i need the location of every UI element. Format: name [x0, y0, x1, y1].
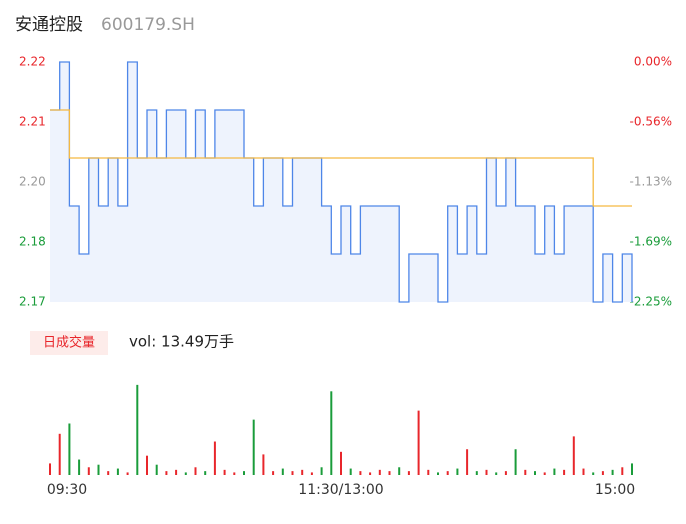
volume-bar [165, 471, 168, 475]
x-tick-label: 11:30/13:00 [298, 482, 383, 498]
volume-bar [107, 471, 110, 475]
volume-bar [369, 472, 372, 475]
volume-bar [592, 472, 595, 475]
volume-bar [340, 451, 342, 475]
volume-bar [252, 419, 255, 475]
x-tick-label: 15:00 [595, 482, 635, 498]
volume-bar [223, 469, 226, 475]
volume-bar [58, 433, 61, 475]
volume-bar [534, 471, 536, 475]
volume-bar [78, 459, 81, 475]
y2-tick-label: -0.56% [630, 115, 672, 129]
volume-bar [97, 464, 100, 475]
volume-bar [281, 468, 284, 475]
volume-button-bg[interactable] [30, 331, 108, 355]
volume-bar [291, 471, 294, 475]
volume-bar [146, 455, 148, 475]
volume-bar [514, 449, 517, 475]
volume-bar [213, 441, 216, 475]
volume-bar [320, 467, 323, 475]
volume-bar [417, 410, 420, 475]
stock-code: 600179.SH [101, 15, 195, 35]
volume-bar [563, 469, 566, 475]
y-tick-label: 2.21 [19, 115, 46, 129]
volume-bar [475, 471, 478, 475]
volume-bar [330, 391, 333, 475]
volume-bar [359, 471, 362, 475]
y-tick-label: 2.22 [19, 55, 46, 69]
volume-bar [126, 472, 129, 475]
volume-bar [116, 468, 119, 475]
volume-bar [407, 471, 410, 475]
average-line [50, 109, 632, 207]
y-tick-label: 2.18 [19, 235, 46, 249]
volume-bar [631, 463, 633, 475]
x-tick-label: 09:30 [47, 482, 87, 498]
volume-bar [621, 467, 624, 475]
volume-label: vol: 13.49万手 [129, 333, 234, 351]
volume-bar [272, 471, 275, 475]
volume-bar [310, 472, 313, 475]
y-tick-label: 2.17 [19, 295, 46, 309]
volume-bar [243, 471, 245, 475]
volume-bar [175, 469, 178, 475]
volume-bar [504, 471, 507, 475]
y2-tick-label: -2.25% [630, 295, 672, 309]
volume-bar [446, 471, 449, 475]
volume-bar [68, 423, 71, 475]
volume-bar [553, 468, 556, 475]
volume-bar [485, 469, 488, 475]
volume-bar [388, 471, 391, 475]
volume-bar [427, 469, 430, 475]
volume-bar [136, 384, 139, 475]
volume-bar [601, 471, 604, 475]
volume-bar [543, 472, 546, 475]
volume-bar [184, 472, 187, 475]
volume-bar [262, 454, 265, 475]
y-tick-label: 2.20 [19, 175, 46, 189]
volume-bar [456, 468, 459, 475]
volume-bar [398, 467, 401, 475]
y2-tick-label: -1.69% [630, 235, 672, 249]
volume-bar [495, 472, 498, 475]
volume-bar [572, 436, 575, 475]
volume-bar [87, 467, 90, 475]
volume-bar [582, 468, 585, 475]
volume-bar [466, 449, 469, 475]
price-line [50, 61, 633, 303]
volume-bar [524, 469, 527, 475]
y2-tick-label: -1.13% [630, 175, 672, 189]
volume-bar [301, 469, 304, 475]
y2-tick-label: 0.00% [634, 55, 672, 69]
volume-bar [49, 463, 51, 475]
volume-button[interactable]: 日成交量 [43, 335, 95, 351]
volume-bar [611, 469, 614, 475]
volume-bar [194, 467, 197, 475]
volume-bar [155, 464, 158, 475]
volume-bar [349, 468, 352, 475]
volume-bar [204, 471, 207, 475]
stock-name: 安通控股 [15, 15, 83, 35]
volume-bar [437, 472, 439, 475]
volume-bar [233, 472, 236, 475]
volume-bar [378, 469, 381, 475]
